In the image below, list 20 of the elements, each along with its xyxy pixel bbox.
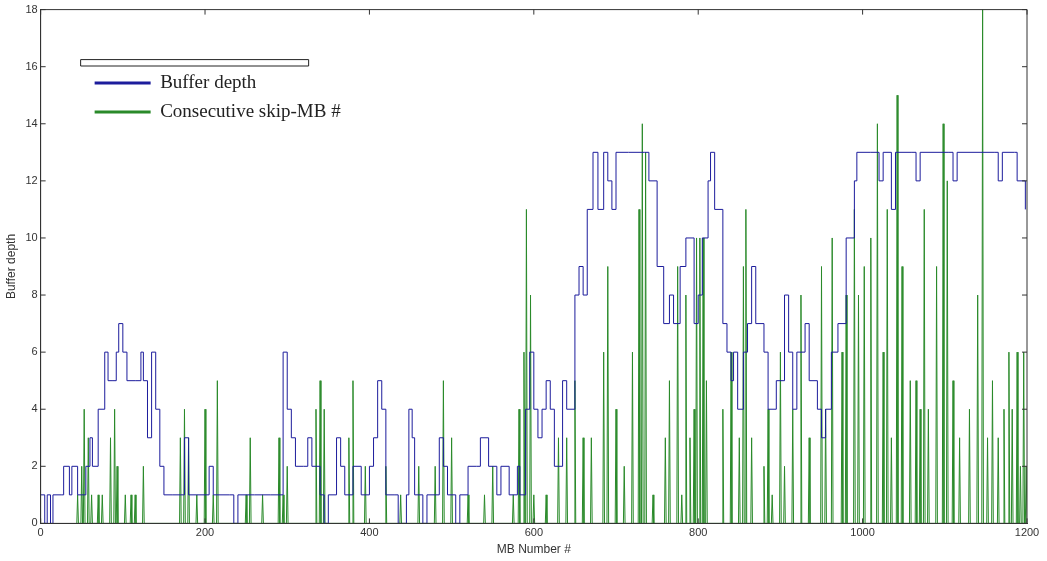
y-tick-label: 0 [31, 516, 38, 529]
y-tick-label: 8 [31, 288, 38, 301]
y-tick-label: 16 [25, 59, 38, 72]
x-tick-label: 600 [524, 526, 543, 539]
y-axis-title: Buffer depth [3, 233, 18, 300]
y-tick-label: 14 [25, 116, 38, 129]
y-tick-label: 12 [25, 173, 38, 186]
legend-label: Buffer depth [160, 71, 257, 93]
x-tick-label: 800 [689, 526, 708, 539]
x-tick-label: 400 [360, 526, 379, 539]
x-tick-label: 1000 [850, 526, 875, 539]
y-tick-label: 6 [31, 345, 38, 358]
y-tick-label: 4 [31, 402, 38, 415]
x-tick-label: 1200 [1014, 526, 1040, 539]
legend-label: Consecutive skip-MB # [160, 100, 342, 122]
x-tick-label: 200 [195, 526, 215, 539]
y-tick-label: 10 [25, 230, 38, 243]
y-tick-label: 2 [31, 459, 38, 472]
y-tick-label: 18 [25, 2, 38, 15]
x-axis-title: MB Number # [496, 542, 572, 557]
